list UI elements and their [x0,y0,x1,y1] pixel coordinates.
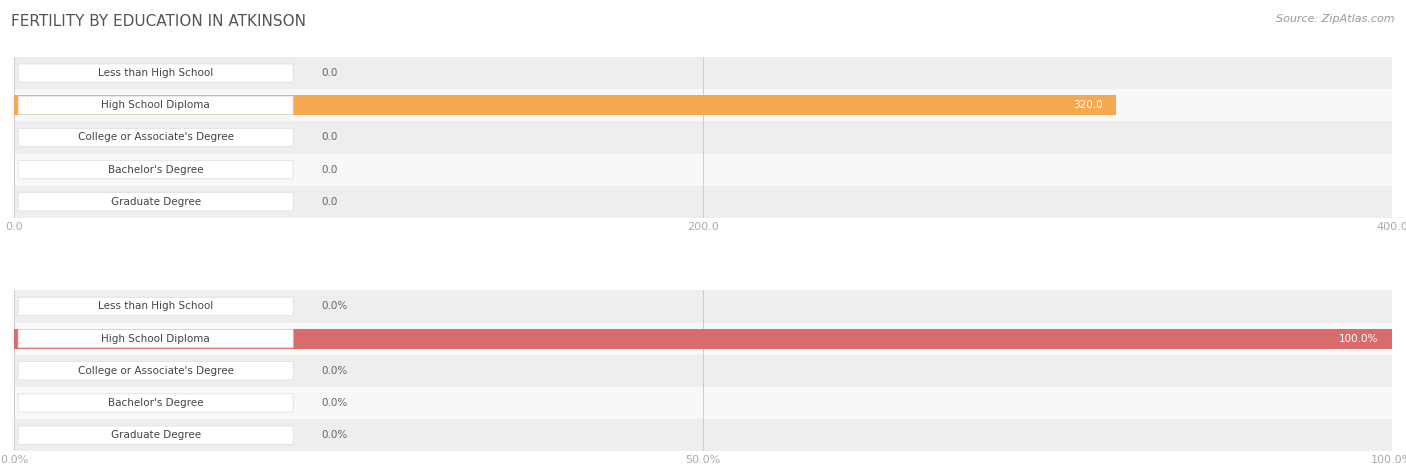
FancyBboxPatch shape [18,193,292,211]
Text: 0.0%: 0.0% [322,366,347,376]
Text: College or Associate's Degree: College or Associate's Degree [77,133,233,142]
Text: College or Associate's Degree: College or Associate's Degree [77,366,233,376]
FancyBboxPatch shape [18,161,292,179]
Text: Source: ZipAtlas.com: Source: ZipAtlas.com [1277,14,1395,24]
Text: 0.0: 0.0 [322,197,337,207]
FancyBboxPatch shape [18,96,292,114]
Text: Bachelor's Degree: Bachelor's Degree [108,165,204,175]
Text: 320.0: 320.0 [1073,100,1102,110]
Text: High School Diploma: High School Diploma [101,333,209,343]
Bar [14,329,1392,349]
FancyBboxPatch shape [18,426,292,444]
Bar [14,57,1392,89]
Text: 0.0%: 0.0% [322,430,347,440]
Text: Graduate Degree: Graduate Degree [111,197,201,207]
FancyBboxPatch shape [18,297,292,315]
Text: Less than High School: Less than High School [98,302,214,312]
Text: High School Diploma: High School Diploma [101,100,209,110]
Text: Bachelor's Degree: Bachelor's Degree [108,398,204,408]
Bar [14,153,1392,186]
FancyBboxPatch shape [18,128,292,147]
FancyBboxPatch shape [18,394,292,412]
Bar [14,95,1116,115]
Bar [14,387,1392,419]
Text: Less than High School: Less than High School [98,68,214,78]
Bar [14,290,1392,323]
Text: 0.0%: 0.0% [322,302,347,312]
Text: 100.0%: 100.0% [1339,333,1378,343]
FancyBboxPatch shape [18,361,292,380]
FancyBboxPatch shape [18,64,292,82]
Bar [14,323,1392,355]
Text: 0.0%: 0.0% [322,398,347,408]
Bar [14,355,1392,387]
FancyBboxPatch shape [18,330,292,348]
Text: 0.0: 0.0 [322,165,337,175]
Bar [14,419,1392,451]
Bar [14,186,1392,218]
Text: FERTILITY BY EDUCATION IN ATKINSON: FERTILITY BY EDUCATION IN ATKINSON [11,14,307,29]
Text: 0.0: 0.0 [322,133,337,142]
Bar [14,122,1392,153]
Text: 0.0: 0.0 [322,68,337,78]
Text: Graduate Degree: Graduate Degree [111,430,201,440]
Bar [14,89,1392,122]
